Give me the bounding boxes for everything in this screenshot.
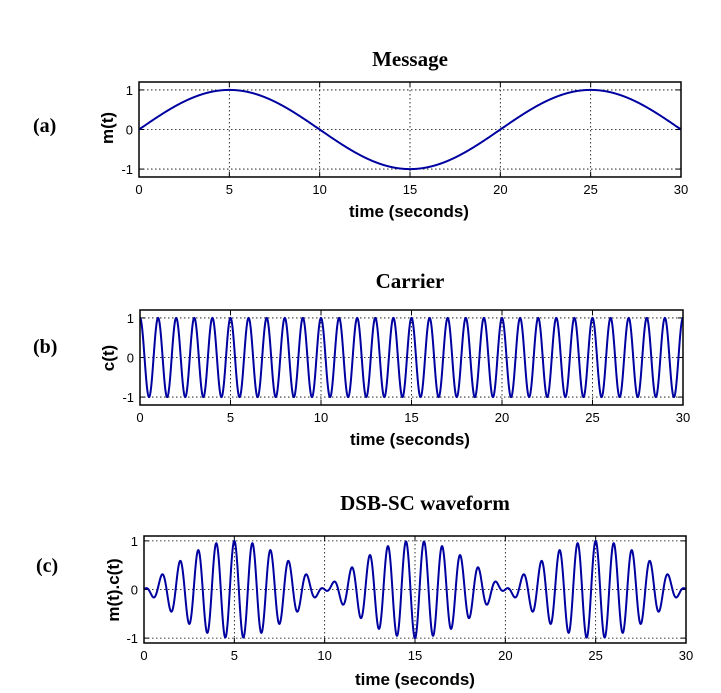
y-tick-label-a: -1 (121, 162, 133, 177)
x-tick-label-a: 15 (403, 182, 417, 197)
y-tick-label-b: -1 (122, 390, 134, 405)
y-tick-label-c: 1 (131, 534, 138, 549)
y-tick-label-b: 0 (127, 351, 134, 366)
x-tick-label-b: 10 (314, 410, 328, 425)
x-tick-label-c: 25 (588, 648, 602, 663)
y-tick-label-a: 1 (126, 83, 133, 98)
chart-title-b: Carrier (376, 269, 445, 293)
series-line-a (138, 88, 682, 171)
x-tick-label-c: 5 (231, 648, 238, 663)
x-tick-label-b: 5 (227, 410, 234, 425)
chart-title-c: DSB-SC waveform (340, 491, 510, 515)
panel-c: (c) DSB-SC waveform time (seconds) m(t).… (36, 491, 693, 689)
x-tick-label-c: 30 (679, 648, 693, 663)
x-tick-label-b: 30 (676, 410, 690, 425)
series-line-b (139, 316, 684, 399)
y-axis-label-c: m(t).c(t) (104, 558, 123, 621)
x-tick-label-b: 25 (585, 410, 599, 425)
series-line-c (143, 539, 687, 640)
x-tick-label-a: 30 (674, 182, 688, 197)
x-tick-label-b: 15 (404, 410, 418, 425)
y-tick-label-c: -1 (126, 631, 138, 646)
x-tick-label-c: 15 (408, 648, 422, 663)
plot-frame-a (138, 81, 682, 178)
y-axis-label-a: m(t) (98, 112, 117, 144)
y-axis-label-b: c(t) (99, 345, 118, 371)
panel-b: (b) Carrier time (seconds) c(t) 0 5 10 15 20… (33, 269, 690, 449)
x-tick-label-a: 25 (583, 182, 597, 197)
x-tick-label-c: 10 (317, 648, 331, 663)
panel-label-a: (a) (33, 115, 56, 137)
x-tick-label-c: 20 (498, 648, 512, 663)
x-tick-label-a: 10 (312, 182, 326, 197)
x-tick-label-a: 5 (226, 182, 233, 197)
panel-label-c: (c) (36, 555, 58, 577)
y-tick-label-b: 1 (127, 311, 134, 326)
x-tick-label-b: 20 (495, 410, 509, 425)
x-tick-label-a: 0 (135, 182, 142, 197)
y-tick-label-c: 0 (131, 583, 138, 598)
x-axis-label-b: time (seconds) (350, 430, 470, 449)
panel-label-b: (b) (33, 336, 57, 358)
x-tick-label-b: 0 (136, 410, 143, 425)
x-axis-label-a: time (seconds) (349, 202, 469, 221)
ticks-b: 0 5 10 15 20 25 30-101 (122, 310, 690, 425)
plot-frame-b (139, 309, 684, 406)
panel-a: (a) Message time (seconds) m(t) 0 5 10 15 20… (33, 47, 688, 221)
chart-title-a: Message (372, 47, 448, 71)
y-tick-label-a: 0 (126, 123, 133, 138)
plot-frame-c (143, 535, 687, 644)
x-tick-label-a: 20 (493, 182, 507, 197)
x-tick-label-c: 0 (140, 648, 147, 663)
x-axis-label-c: time (seconds) (355, 670, 475, 689)
